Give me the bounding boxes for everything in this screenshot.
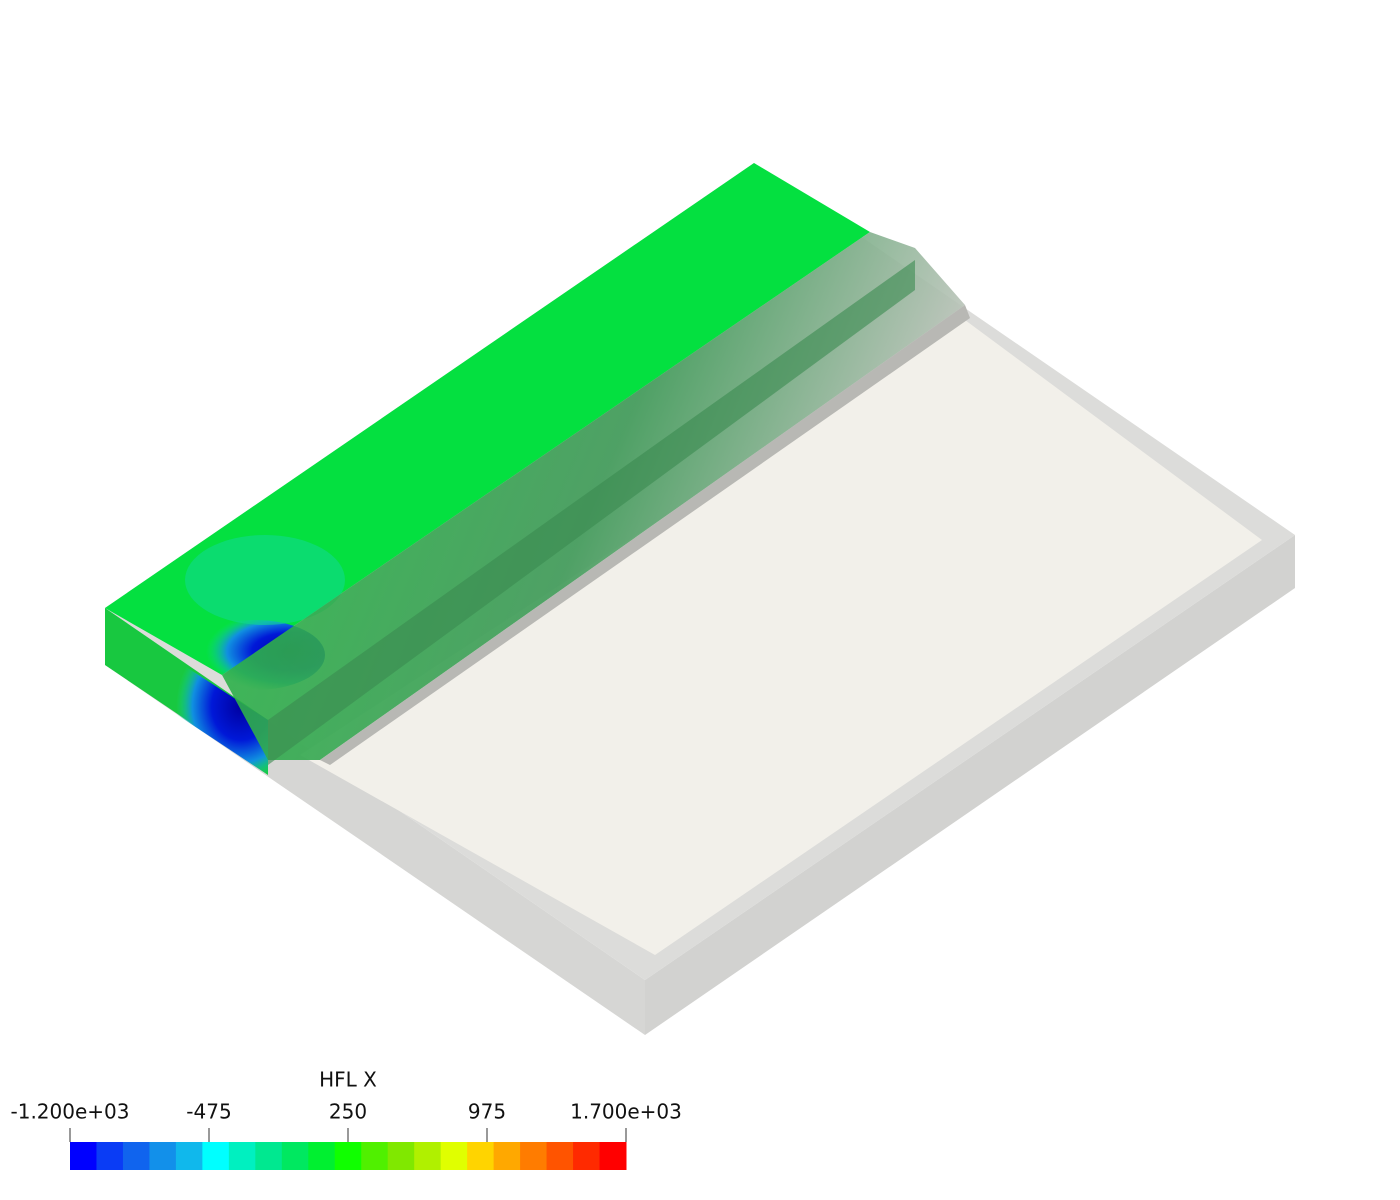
warm-spot <box>185 535 345 625</box>
legend-title: HFL X <box>319 1068 377 1092</box>
color-swatch <box>599 1142 627 1170</box>
plate-top-inner <box>300 320 1262 955</box>
bead-edge <box>320 305 970 765</box>
color-swatch <box>308 1142 336 1170</box>
color-swatch <box>361 1142 389 1170</box>
color-swatch <box>281 1142 309 1170</box>
color-swatch <box>546 1142 574 1170</box>
bead-shadow <box>268 260 915 765</box>
color-swatch <box>228 1142 256 1170</box>
tick-label: -475 <box>186 1100 231 1124</box>
color-swatch <box>122 1142 150 1170</box>
color-swatch <box>414 1142 442 1170</box>
tick-label: 975 <box>468 1100 506 1124</box>
model <box>105 163 1295 1035</box>
color-swatch <box>202 1142 230 1170</box>
color-swatch <box>175 1142 203 1170</box>
color-swatch <box>440 1142 468 1170</box>
color-swatch <box>387 1142 415 1170</box>
tick-label: 1.700e+03 <box>570 1100 682 1124</box>
color-swatch <box>573 1142 601 1170</box>
color-swatch <box>96 1142 124 1170</box>
color-swatch <box>70 1142 97 1170</box>
color-swatch <box>520 1142 548 1170</box>
plate-right-face <box>645 535 1295 1035</box>
cold-spot-front <box>160 650 268 775</box>
tick-label: 250 <box>329 1100 367 1124</box>
color-swatch <box>255 1142 283 1170</box>
color-swatch <box>493 1142 521 1170</box>
color-swatch <box>334 1142 362 1170</box>
color-swatch <box>149 1142 177 1170</box>
color-swatch <box>467 1142 495 1170</box>
tick-label: -1.200e+03 <box>11 1100 130 1124</box>
color-legend: HFL X -1.200e+03 -475 250 975 1.700e+03 <box>11 1068 682 1170</box>
